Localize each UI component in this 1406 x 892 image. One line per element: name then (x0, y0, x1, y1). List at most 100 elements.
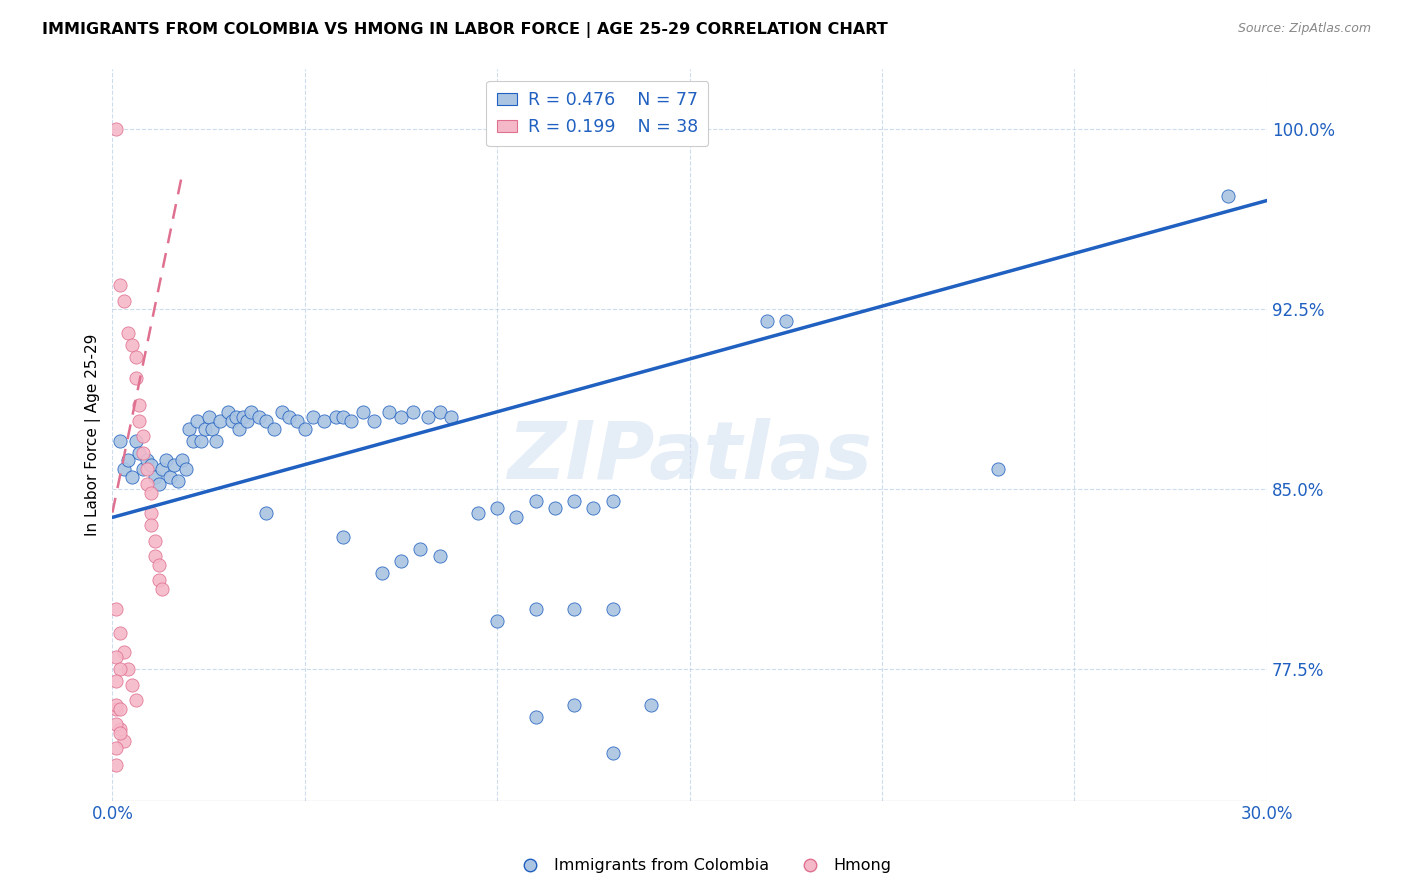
Point (254, 506, 277, 520)
Point (247, 409, 270, 424)
Point (121, 469, 143, 483)
Point (225, 409, 247, 424)
Legend: R = 0.476    N = 77, R = 0.199    N = 38: R = 0.476 N = 77, R = 0.199 N = 38 (486, 81, 709, 146)
Point (254, 414, 277, 428)
Point (152, 582, 174, 597)
Point (155, 452, 177, 467)
Point (112, 733, 135, 747)
Point (602, 746, 624, 760)
Point (562, 493, 585, 508)
Point (205, 434, 228, 448)
Point (148, 573, 170, 587)
Point (124, 371, 146, 385)
Point (201, 421, 224, 435)
Point (232, 409, 254, 424)
Point (124, 350, 146, 364)
Point (166, 475, 188, 489)
Point (332, 530, 354, 544)
Point (332, 409, 354, 424)
Point (108, 662, 131, 676)
Point (582, 500, 605, 515)
Point (221, 414, 243, 428)
Point (401, 405, 423, 419)
Point (117, 662, 139, 676)
Point (105, 601, 128, 615)
Point (486, 500, 509, 515)
Point (278, 409, 301, 424)
Point (143, 534, 166, 549)
Y-axis label: In Labor Force | Age 25-29: In Labor Force | Age 25-29 (86, 334, 101, 536)
Point (416, 409, 439, 424)
Point (524, 709, 547, 723)
Point (179, 421, 201, 435)
Point (128, 398, 150, 412)
Point (562, 698, 585, 712)
Point (486, 614, 509, 628)
Point (108, 625, 131, 640)
Point (440, 409, 463, 424)
Point (148, 558, 170, 573)
Point (363, 414, 385, 428)
Point (371, 566, 394, 580)
Point (128, 445, 150, 459)
Point (152, 462, 174, 476)
Point (389, 409, 412, 424)
Point (301, 409, 323, 424)
Point (236, 414, 259, 428)
Point (209, 414, 232, 428)
Point (105, 702, 128, 716)
Point (139, 517, 162, 532)
Legend: Immigrants from Colombia, Hmong: Immigrants from Colombia, Hmong (508, 852, 898, 880)
Point (117, 452, 139, 467)
Point (239, 405, 262, 419)
Point (117, 326, 139, 340)
Point (640, 698, 662, 712)
Point (105, 121, 128, 136)
Point (294, 421, 316, 435)
Point (775, 313, 797, 327)
Point (352, 405, 374, 419)
Point (174, 462, 197, 476)
Point (602, 601, 624, 615)
Point (378, 405, 401, 419)
Text: IMMIGRANTS FROM COLOMBIA VS HMONG IN LABOR FORCE | AGE 25-29 CORRELATION CHART: IMMIGRANTS FROM COLOMBIA VS HMONG IN LAB… (42, 22, 889, 38)
Point (467, 506, 489, 520)
Point (263, 421, 285, 435)
Point (124, 693, 146, 707)
Point (139, 486, 162, 500)
Point (181, 434, 204, 448)
Point (108, 722, 131, 736)
Point (121, 678, 143, 692)
Point (285, 414, 308, 428)
Point (325, 409, 347, 424)
Point (505, 510, 527, 524)
Point (228, 421, 250, 435)
Point (312, 414, 335, 428)
Point (148, 476, 170, 491)
Point (186, 414, 208, 428)
Point (105, 716, 128, 731)
Point (108, 702, 131, 716)
Point (602, 493, 624, 508)
Point (340, 414, 363, 428)
Point (389, 553, 412, 567)
Point (121, 337, 143, 351)
Point (108, 726, 131, 740)
Point (217, 405, 239, 419)
Text: Source: ZipAtlas.com: Source: ZipAtlas.com (1237, 22, 1371, 36)
Point (544, 500, 567, 515)
Point (105, 649, 128, 664)
Point (159, 469, 181, 483)
Point (409, 541, 432, 556)
Point (429, 549, 451, 563)
Point (170, 452, 193, 467)
Point (143, 469, 166, 483)
Point (105, 740, 128, 755)
Point (524, 601, 547, 615)
Point (128, 414, 150, 428)
Point (190, 434, 212, 448)
Point (132, 462, 155, 476)
Point (270, 405, 292, 419)
Point (105, 757, 128, 772)
Point (136, 452, 159, 467)
